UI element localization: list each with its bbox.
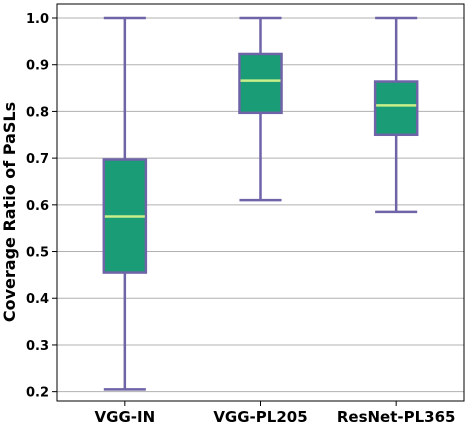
y-tick-label: 1.0 (26, 12, 49, 27)
x-tick-label: VGG-IN (95, 408, 156, 426)
y-tick-label: 0.9 (26, 59, 49, 74)
y-tick-label: 0.8 (26, 105, 49, 120)
box-vgg-in (102, 16, 148, 391)
box-vgg-pl205 (238, 16, 283, 202)
box-iqr (373, 80, 419, 137)
y-tick-label: 0.2 (26, 386, 49, 401)
y-tick-label: 0.3 (26, 339, 49, 354)
x-tick-label: ResNet-PL365 (337, 408, 456, 426)
box-series (102, 16, 419, 391)
box-iqr (238, 52, 283, 115)
y-tick-label: 0.5 (26, 246, 49, 261)
x-axis-ticks: VGG-IN VGG-PL205 ResNet-PL365 (95, 401, 456, 426)
y-axis-label: Coverage Ratio of PaSLs (0, 102, 19, 322)
y-axis-ticks: 0.2 0.3 0.4 0.5 0.6 0.7 0.8 0.9 1.0 (26, 12, 57, 401)
box-resnet-pl365 (373, 16, 419, 214)
y-tick-label: 0.7 (26, 152, 49, 167)
y-tick-label: 0.4 (26, 292, 49, 307)
x-tick-label: VGG-PL205 (213, 408, 307, 426)
y-tick-label: 0.6 (26, 199, 49, 214)
